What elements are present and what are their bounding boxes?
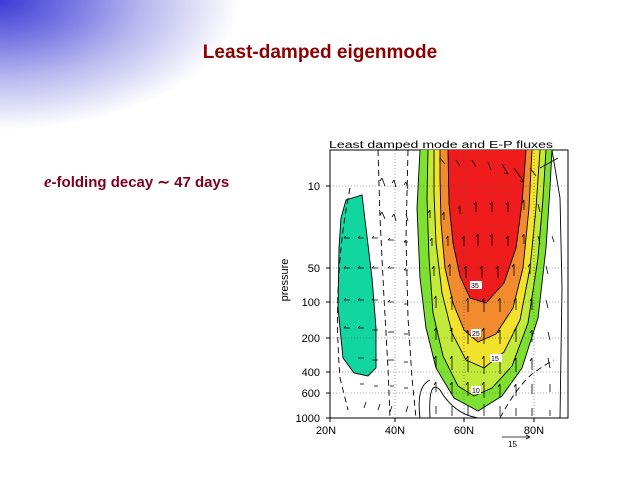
y-tick-label: 50 [308, 263, 320, 275]
y-tick-label: 1000 [296, 413, 320, 425]
tilde-symbol: ∼ [157, 174, 170, 191]
y-axis-ticks [326, 185, 330, 419]
reference-arrow-label: 15 [508, 440, 517, 449]
corner-gradient-decoration [0, 0, 260, 150]
slide-title: Least-damped eigenmode [202, 42, 438, 63]
contour-label-35: 35 [471, 283, 479, 290]
contour-label-15: 15 [491, 356, 499, 363]
x-axis-labels: 20N 40N 60N 80N [316, 425, 544, 437]
y-tick-label: 100 [302, 297, 320, 309]
y-tick-label: 200 [302, 333, 320, 345]
reference-arrow: 15 [502, 434, 531, 449]
plot-gridlines [330, 150, 568, 418]
contour-label-25: 25 [472, 331, 480, 338]
plot-title: Least damped mode and E-P fluxes [329, 140, 553, 151]
contour-label-10: 10 [472, 388, 480, 395]
contour-lines [337, 150, 553, 412]
contour-fill-teal-negative [338, 195, 376, 376]
decay-time-label: e-folding decay ∼ 47 days [44, 172, 229, 192]
eigenmode-plot: Least damped mode and E-P fluxes [279, 140, 569, 449]
x-axis-ticks [329, 418, 535, 422]
x-tick-label: 60N [454, 425, 474, 437]
contour-labels: 35 25 15 10 [470, 281, 502, 395]
y-tick-label: 10 [308, 181, 320, 193]
y-axis-title: pressure [279, 259, 291, 302]
decay-value: 47 days [174, 174, 230, 191]
x-tick-label: 80N [524, 425, 544, 437]
y-tick-label: 600 [302, 388, 320, 400]
y-tick-label: 400 [302, 367, 320, 379]
decay-e-letter: e [44, 172, 52, 191]
x-tick-label: 20N [316, 425, 336, 437]
y-axis-labels: 10 50 100 200 400 600 1000 [296, 181, 320, 425]
decay-text-main: -folding decay [51, 174, 154, 191]
contour-fill-red [448, 150, 526, 303]
x-tick-label: 40N [385, 425, 405, 437]
